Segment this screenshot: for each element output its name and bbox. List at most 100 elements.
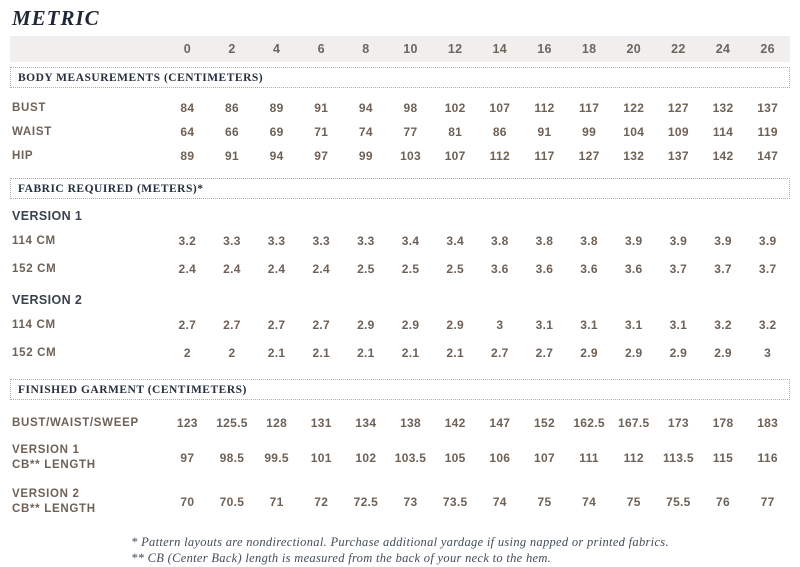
size-value-cell: 115 (712, 451, 734, 465)
size-value-cell: 86 (492, 125, 507, 139)
size-value-cell: 3.2 (178, 234, 197, 248)
size-header-row: 0 2 4 6 8 10 12 14 16 18 20 22 24 26 (10, 36, 790, 62)
row-label: BUST (10, 101, 165, 116)
row-sublabel-text: CB** LENGTH (12, 459, 96, 471)
size-value-cell: 2.7 (223, 318, 241, 332)
size-value-cell: 131 (310, 416, 332, 430)
size-value-cell: 3.9 (758, 234, 777, 248)
table-row: BUST/WAIST/SWEEP 123 125.5 128 131 134 138 142 1… (10, 410, 790, 436)
size-value-cell: 76 (716, 495, 730, 509)
size-value-cell: 128 (266, 416, 288, 430)
size-column-header: 18 (581, 42, 597, 56)
size-value-cell: 73.5 (442, 495, 468, 509)
size-value-cell: 3.4 (446, 234, 464, 248)
size-value-cell: 111 (579, 451, 599, 465)
size-value-cell: 2.5 (357, 262, 375, 276)
size-column-header: 4 (272, 42, 281, 56)
size-value-cell: 147 (757, 149, 779, 163)
size-value-cell: 112 (534, 101, 555, 115)
size-value-cell: 91 (224, 149, 239, 163)
size-value-cell: 117 (578, 101, 600, 115)
row-label-text: 152 CM (12, 262, 57, 275)
size-value-cell: 2 (228, 346, 236, 360)
size-value-cell: 3.6 (624, 262, 643, 276)
size-value-cell: 132 (712, 101, 734, 115)
size-value-cell: 3.3 (267, 234, 286, 248)
size-value-cell: 2.9 (357, 318, 375, 332)
row-label-text: 114 CM (12, 318, 56, 331)
size-value-cell: 3.7 (714, 262, 732, 276)
size-value-cell: 2.4 (312, 262, 331, 276)
size-column-header: 20 (626, 42, 641, 56)
size-value-cell: 3.6 (580, 262, 598, 276)
size-value-cell: 3 (496, 318, 504, 332)
section-rows: BUST/WAIST/SWEEP 123 125.5 128 131 134 138 142 1… (10, 410, 790, 524)
table-row: VERSION 1 CB** LENGTH 97 98.5 99.5 101 102 103.… (10, 436, 790, 480)
footnote-cb-length: ** CB (Center Back) length is measured f… (131, 551, 552, 565)
size-value-cell: 84 (180, 101, 195, 115)
size-value-cell: 104 (623, 125, 645, 139)
row-label-text: 152 CM (12, 346, 57, 359)
size-column-header: 2 (228, 42, 236, 56)
size-value-cell: 2.9 (580, 346, 598, 360)
size-value-cell: 69 (269, 125, 284, 139)
size-value-cell: 94 (358, 101, 373, 115)
page-title: METRIC (12, 6, 100, 30)
size-value-cell: 64 (180, 125, 195, 139)
size-column-header: 16 (537, 42, 552, 56)
section-rows: VERSION 1 114 CM 3.2 3.3 3.3 3.3 3.3 3.4 3.4 3.8 3… (10, 205, 790, 367)
size-value-cell: 2.1 (312, 346, 331, 360)
size-value-cell: 2.9 (714, 346, 732, 360)
size-value-cell: 2.1 (267, 346, 286, 360)
row-label: 152 CM (10, 346, 165, 361)
size-value-cell: 99 (358, 149, 373, 163)
row-label-text: HIP (12, 149, 34, 162)
row-label-text: BUST (12, 101, 47, 114)
size-value-cell: 142 (712, 149, 734, 163)
size-value-cell: 116 (757, 451, 778, 465)
size-value-cell: 89 (180, 149, 195, 163)
size-value-cell: 107 (444, 149, 466, 163)
row-label: BUST/WAIST/SWEEP (10, 416, 165, 431)
row-label: WAIST (10, 125, 165, 140)
size-value-cell: 112 (623, 451, 644, 465)
size-value-cell: 178 (712, 416, 734, 430)
size-value-cell: 122 (623, 101, 645, 115)
size-value-cell: 109 (667, 125, 689, 139)
size-value-cell: 134 (355, 416, 377, 430)
size-value-cell: 112 (489, 149, 510, 163)
size-column-header: 22 (671, 42, 686, 56)
size-value-cell: 3.8 (535, 234, 554, 248)
size-value-cell: 2.7 (178, 318, 197, 332)
row-label: 152 CM (10, 262, 165, 277)
size-value-cell: 74 (358, 125, 373, 139)
size-value-cell: 142 (444, 416, 466, 430)
size-value-cell: 125.5 (216, 416, 248, 430)
size-value-cell: 2.4 (267, 262, 286, 276)
size-value-cell: 183 (757, 416, 779, 430)
size-value-cell: 66 (224, 125, 239, 139)
size-value-cell: 2.7 (267, 318, 286, 332)
size-value-cell: 3.8 (580, 234, 598, 248)
row-label: VERSION 1 CB** LENGTH (10, 443, 165, 473)
size-value-cell: 77 (403, 125, 418, 139)
size-value-cell: 72.5 (353, 495, 379, 509)
size-column-header: 12 (447, 42, 463, 56)
size-value-cell: 3.7 (758, 262, 777, 276)
size-value-cell: 70 (180, 495, 195, 509)
size-column-header: 6 (317, 42, 325, 56)
section-heading: FABRIC REQUIRED (METERS)* (10, 178, 790, 199)
size-value-cell: 98.5 (219, 451, 245, 465)
size-value-cell: 3.1 (624, 318, 643, 332)
size-value-cell: 102 (444, 101, 466, 115)
row-label-text: 114 CM (12, 234, 56, 247)
footnotes: * Pattern layouts are nondirectional. Pu… (10, 534, 790, 567)
size-value-cell: 75 (626, 495, 641, 509)
size-value-cell: 74 (492, 495, 507, 509)
size-value-cell: 3.1 (535, 318, 554, 332)
size-value-cell: 3.3 (357, 234, 375, 248)
size-value-cell: 3.2 (714, 318, 732, 332)
size-value-cell: 3.9 (714, 234, 732, 248)
version-subheading-label: VERSION 2 (12, 292, 83, 307)
